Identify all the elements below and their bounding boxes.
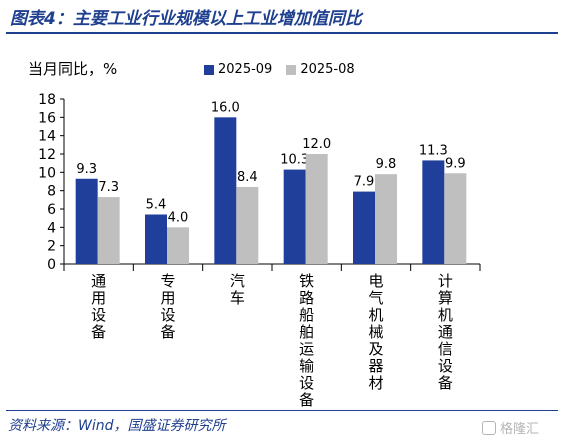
y-tick-label: 12 xyxy=(38,147,56,163)
y-tick-label: 4 xyxy=(47,220,56,236)
data-label: 16.0 xyxy=(211,100,240,115)
legend-label-series-2: 2025-08 xyxy=(300,62,355,77)
bar-1 xyxy=(145,214,167,264)
bar-1 xyxy=(75,178,98,264)
data-label: 7.9 xyxy=(354,175,375,190)
x-category-label: 铁路船舶运输设备 xyxy=(299,272,314,409)
legend-swatch-series-2 xyxy=(286,64,297,75)
data-label: 7.3 xyxy=(98,180,119,195)
data-label: 4.0 xyxy=(168,210,189,225)
y-tick-label: 2 xyxy=(47,239,56,255)
title-divider xyxy=(6,32,558,34)
x-category-label: 电气机械及器材 xyxy=(368,272,383,392)
y-tick-label: 18 xyxy=(38,92,56,108)
legend-item-series-2: 2025-08 xyxy=(286,62,355,77)
bar-2 xyxy=(375,174,397,264)
x-category-label: 通用设备 xyxy=(91,272,106,341)
bar-1 xyxy=(353,191,375,264)
bar-1 xyxy=(422,160,445,264)
bar-2 xyxy=(444,173,467,264)
bar-2 xyxy=(236,187,259,264)
y-tick-label: 10 xyxy=(38,165,56,181)
x-category-label: 专用设备 xyxy=(160,272,175,341)
bar-2 xyxy=(97,197,120,264)
data-label: 9.3 xyxy=(76,162,97,177)
y-tick-label: 6 xyxy=(47,202,56,218)
y-tick-label: 14 xyxy=(38,129,56,145)
legend: 2025-09 2025-08 xyxy=(204,62,369,77)
data-label: 9.8 xyxy=(376,157,397,172)
data-label: 10.3 xyxy=(280,153,309,168)
source-note: 资料来源：Wind，国盛证券研究所 xyxy=(8,418,226,434)
x-category-label: 汽车 xyxy=(230,272,245,307)
legend-label-series-1: 2025-09 xyxy=(218,62,273,77)
y-tick-label: 0 xyxy=(47,257,56,273)
chart-title: 图表4：主要工业行业规模以上工业增加值同比 xyxy=(10,9,362,29)
bar-1 xyxy=(214,117,237,264)
data-label: 11.3 xyxy=(419,143,448,158)
watermark-text: 格隆汇 xyxy=(500,422,540,437)
bar-1 xyxy=(283,169,306,264)
watermark-logo-icon xyxy=(482,420,496,435)
data-label: 5.4 xyxy=(146,198,167,213)
legend-item-series-1: 2025-09 xyxy=(204,62,272,77)
data-label: 12.0 xyxy=(302,137,331,152)
bar-2 xyxy=(305,154,328,264)
y-tick-label: 16 xyxy=(38,110,56,126)
legend-swatch-series-1 xyxy=(204,64,214,75)
y-axis-label: 当月同比，% xyxy=(28,60,118,78)
data-label: 9.9 xyxy=(445,156,466,171)
y-tick-label: 8 xyxy=(47,184,56,200)
bar-2 xyxy=(167,227,189,264)
x-category-label: 计算机通信设备 xyxy=(438,272,453,392)
data-label: 8.4 xyxy=(237,170,258,185)
watermark: 格隆汇 xyxy=(482,418,539,437)
source-divider xyxy=(6,410,558,411)
